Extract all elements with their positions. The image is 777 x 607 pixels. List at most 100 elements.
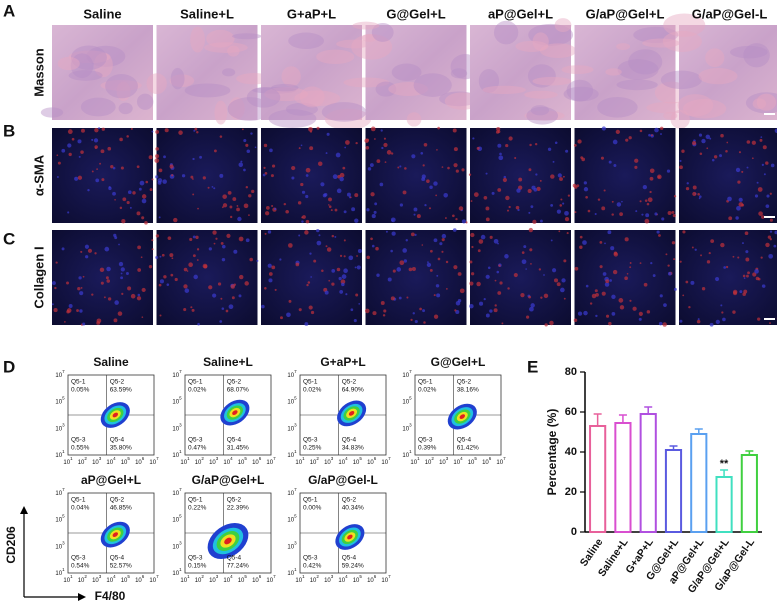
signal (757, 187, 763, 192)
signal (213, 149, 217, 153)
signal (207, 186, 210, 189)
column-label: G/aP@Gel-L (692, 6, 768, 21)
y-tick-label: 103 (172, 423, 182, 432)
signal (316, 228, 320, 233)
signal (763, 173, 766, 176)
quadrant-value: 68.07% (227, 387, 249, 394)
tick-exponent: 7 (62, 487, 65, 492)
signal (603, 189, 606, 192)
x-tick-label: 105 (353, 574, 363, 583)
quadrant-name: Q5-1 (71, 379, 86, 386)
signal (455, 217, 458, 221)
signal (222, 203, 228, 208)
signal (402, 248, 408, 253)
quadrant-value: 0.42% (303, 563, 322, 570)
signal (67, 211, 70, 214)
signal (248, 214, 250, 217)
signal (498, 264, 501, 267)
tick-base: 10 (295, 460, 302, 466)
signal (382, 314, 386, 317)
tick-base: 10 (287, 544, 294, 550)
tick-base: 10 (180, 578, 187, 584)
tissue (388, 82, 429, 96)
signal (611, 200, 614, 203)
tissue (281, 66, 301, 87)
signal (68, 152, 72, 157)
x-tick-label: 101 (180, 574, 190, 583)
bar (589, 425, 607, 533)
panel-label: C (3, 229, 15, 248)
quadrant-name: Q5-1 (303, 497, 318, 504)
signal (413, 207, 418, 212)
signal (559, 177, 563, 181)
signal (148, 265, 153, 269)
tissue (616, 43, 631, 50)
tick-exponent: 7 (273, 456, 276, 461)
quadrant-value: 0.39% (418, 445, 437, 452)
tick-exponent: 5 (244, 574, 247, 579)
x-tick-label: 105 (121, 574, 131, 583)
signal (120, 272, 123, 275)
tick-exponent: 5 (127, 456, 130, 461)
signal (162, 179, 167, 184)
signal (594, 213, 597, 216)
signal (141, 316, 144, 318)
y-tick-label: 107 (55, 487, 65, 496)
tissue (493, 20, 519, 45)
column-label: Saline (83, 6, 121, 21)
signal (343, 239, 346, 242)
tick-exponent: 5 (179, 396, 182, 401)
signal (158, 216, 161, 219)
signal (505, 143, 509, 148)
signal (264, 232, 267, 235)
quadrant-name: Q5-3 (188, 555, 203, 562)
signal (667, 264, 670, 267)
tick-base: 10 (453, 460, 460, 466)
signal (673, 258, 676, 261)
quadrant-name: Q5-1 (303, 379, 318, 386)
signal (130, 293, 136, 299)
signal (579, 235, 583, 239)
quadrant-value: 31.45% (227, 445, 249, 452)
signal (769, 230, 773, 233)
signal (700, 254, 703, 257)
signal (130, 127, 133, 130)
quadrant-value: 0.47% (188, 445, 207, 452)
signal (295, 262, 300, 267)
signal (192, 157, 195, 161)
y-tick-label: 40 (565, 446, 577, 458)
signal (621, 200, 623, 203)
tissue (40, 107, 64, 118)
tick-base: 10 (439, 460, 446, 466)
tick-base: 10 (55, 373, 62, 379)
signal (157, 180, 162, 185)
signal (562, 175, 565, 178)
signal (372, 311, 377, 316)
image-bg (365, 230, 467, 325)
signal (532, 219, 537, 224)
signal (122, 197, 127, 202)
signal (197, 322, 200, 326)
micrograph (364, 228, 467, 325)
tick-base: 10 (338, 578, 345, 584)
signal (628, 136, 632, 140)
signal (497, 242, 499, 245)
tick-exponent: 7 (273, 574, 276, 579)
signal (696, 319, 701, 324)
signal (638, 317, 642, 321)
tick-base: 10 (55, 399, 62, 405)
signal (770, 163, 775, 168)
signal (219, 173, 224, 178)
micrograph (679, 128, 777, 223)
signal (591, 293, 597, 299)
signal (556, 282, 561, 287)
signal (263, 166, 266, 170)
signal (374, 202, 378, 206)
signal (429, 268, 433, 272)
y-tick-label: 0 (571, 526, 577, 538)
tick-base: 10 (287, 517, 294, 523)
tick-base: 10 (172, 426, 179, 432)
x-tick-label: 103 (439, 456, 449, 465)
signal (221, 206, 224, 209)
image-bg (365, 25, 467, 120)
